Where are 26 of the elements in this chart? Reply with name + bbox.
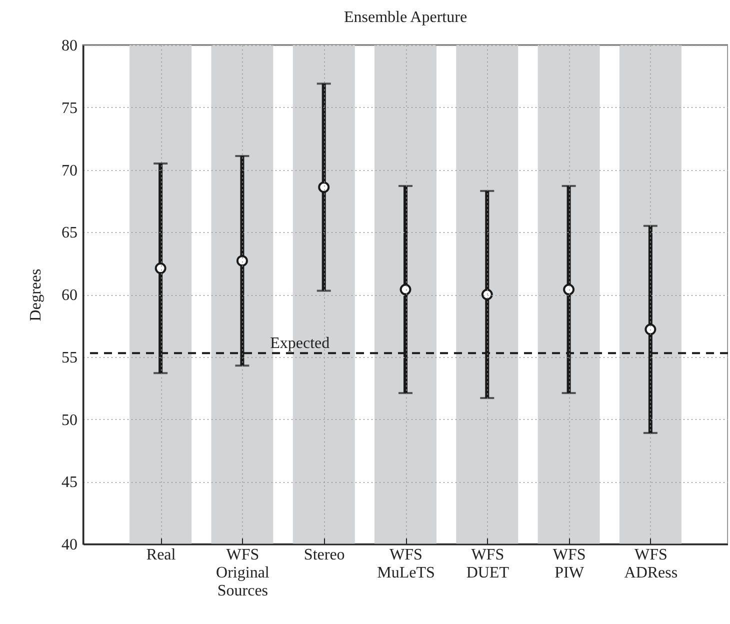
x-tick-label: WFS PIW — [552, 546, 586, 582]
point — [563, 284, 575, 296]
y-tick-label: 65 — [62, 224, 78, 242]
y-tick-label: 70 — [62, 162, 78, 180]
y-tick-label: 60 — [62, 287, 78, 304]
y-tick-label: 40 — [62, 536, 78, 554]
y-axis-title: Degrees — [28, 268, 44, 322]
point — [154, 262, 166, 274]
chart-title: Ensemble Aperture — [344, 9, 468, 26]
ref-line-label: Expected — [270, 335, 330, 352]
y-tick-label: 75 — [62, 100, 78, 117]
y-tick-label: 45 — [62, 474, 78, 492]
x-tick-label: WFS Original Sources — [216, 546, 270, 600]
point — [644, 324, 656, 336]
x-tick-label: WFS MuLeTS — [377, 546, 435, 582]
point — [400, 284, 412, 296]
y-tick-label: 50 — [62, 412, 78, 429]
x-tick-label: Real — [146, 546, 176, 564]
x-tick-label: WFS ADRess — [624, 546, 678, 582]
x-tick-label: WFS DUET — [466, 546, 510, 582]
point — [236, 255, 248, 267]
point — [481, 288, 493, 300]
y-tick-label: 80 — [62, 38, 78, 54]
point — [318, 181, 330, 193]
y-tick-label: 55 — [62, 349, 78, 366]
x-tick-label: Stereo — [304, 546, 345, 564]
